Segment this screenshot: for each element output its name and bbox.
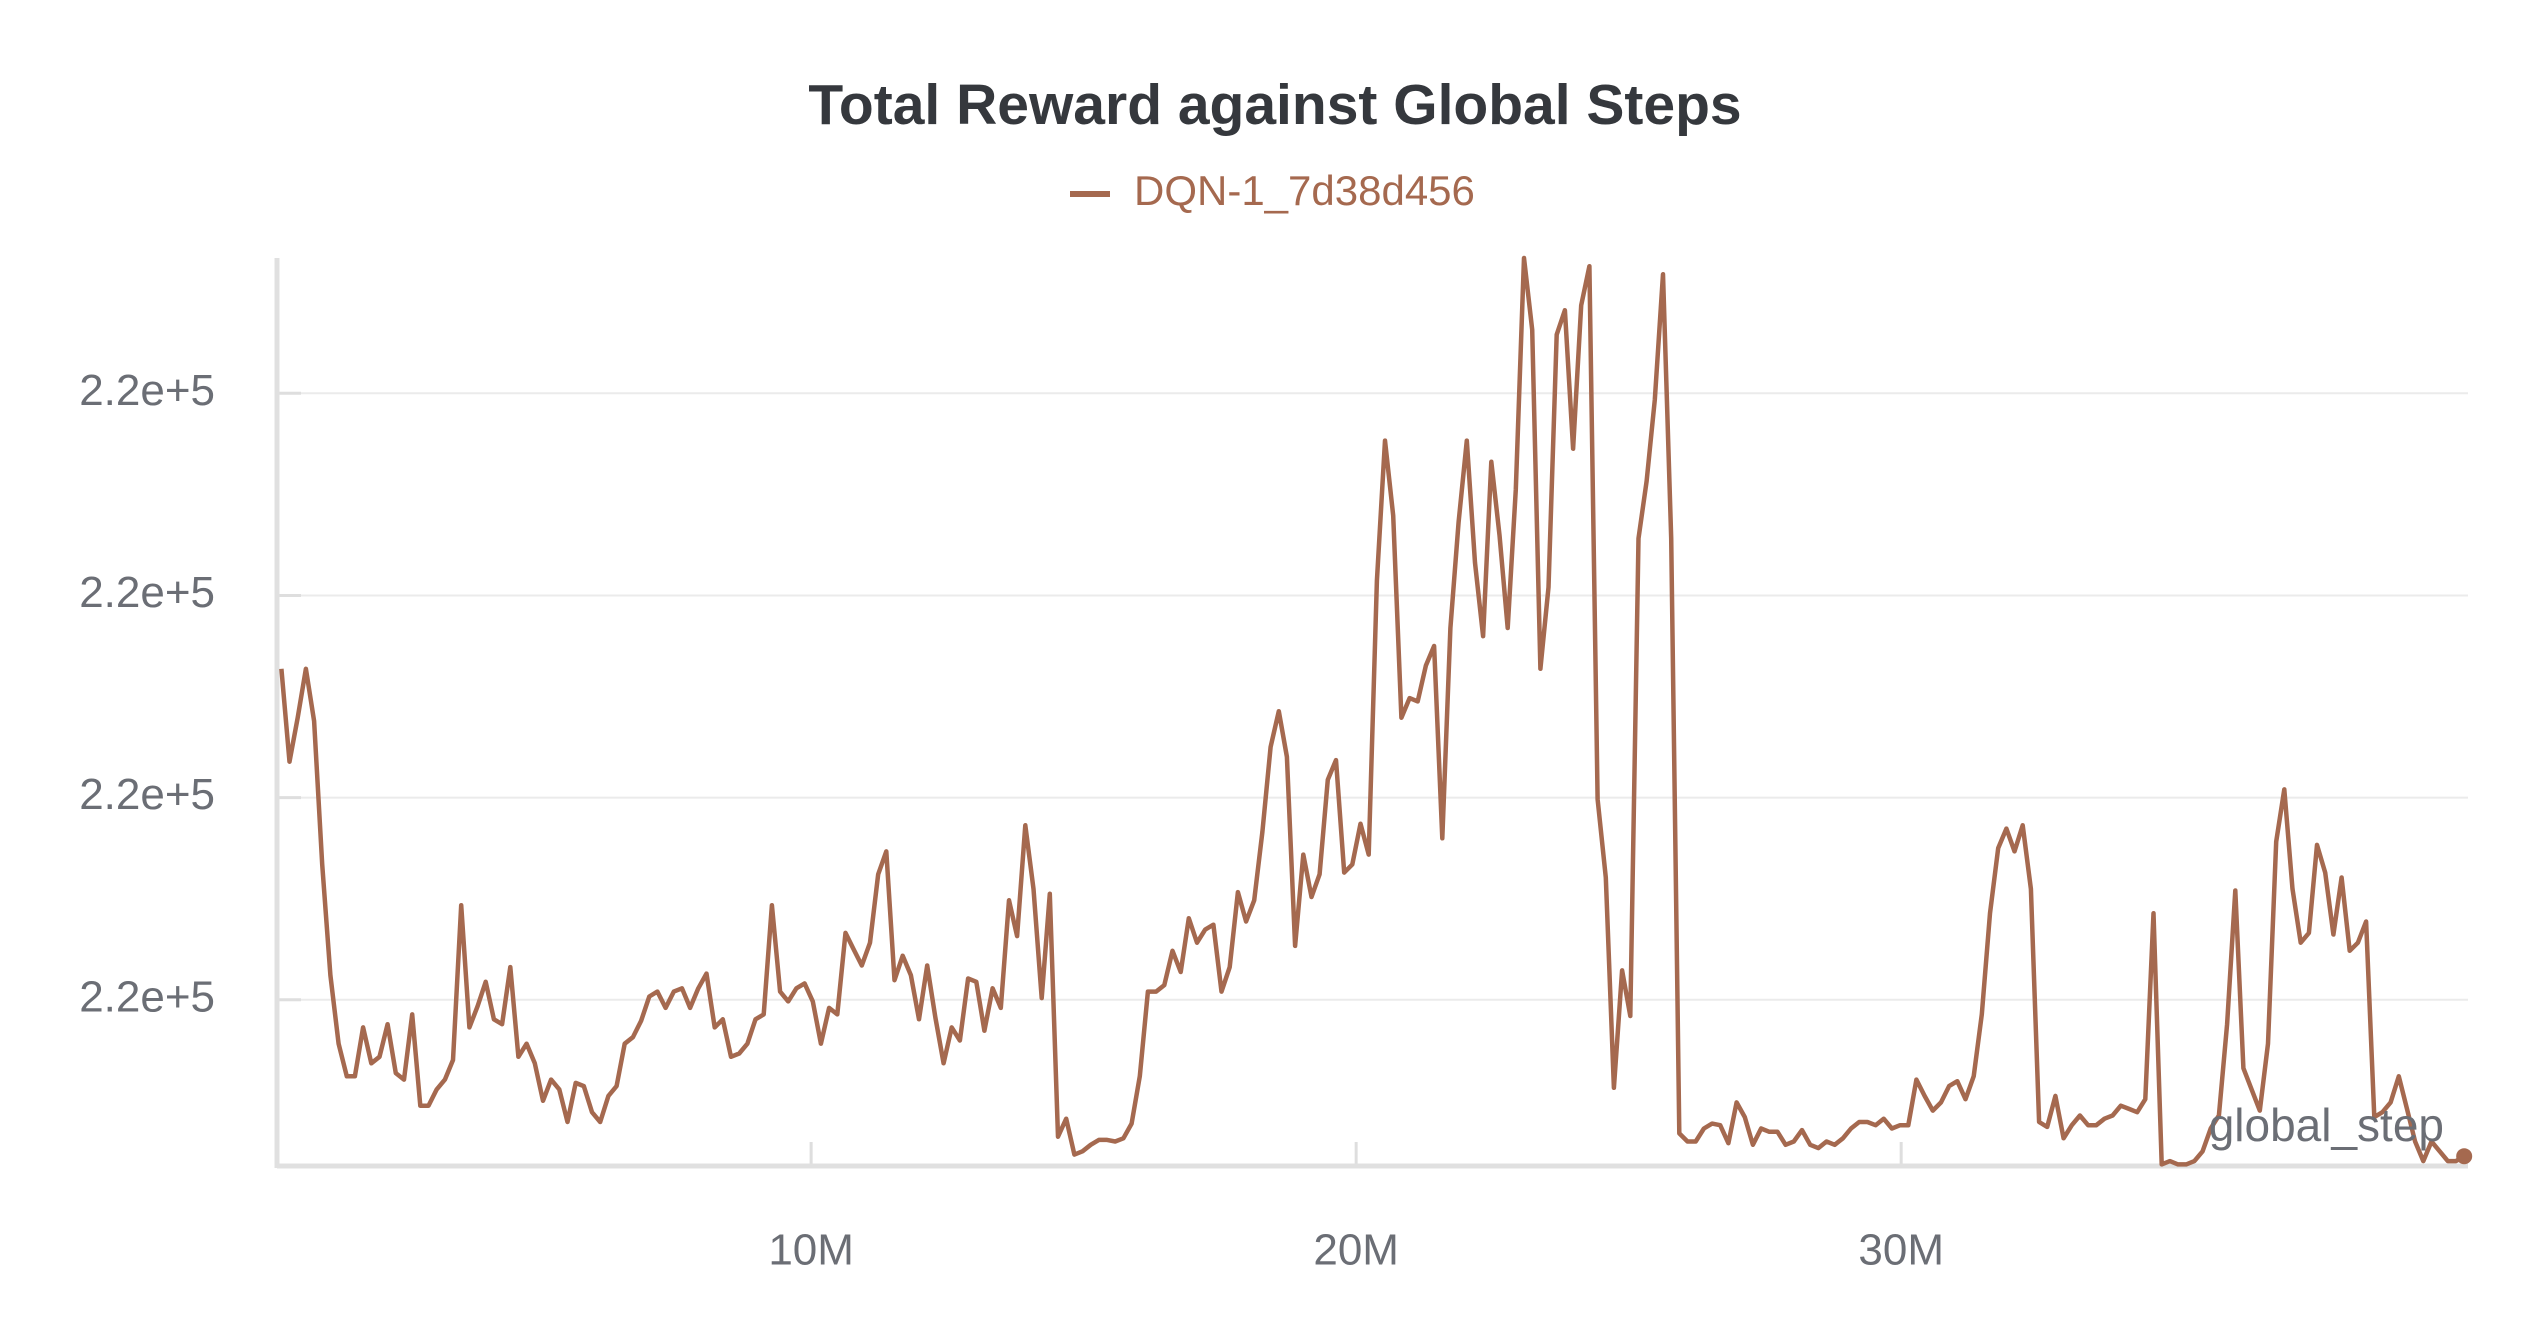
chart-title: Total Reward against Global Steps	[808, 73, 1741, 137]
data-line	[279, 255, 2466, 1167]
y-tick-label: 2.2e+5	[79, 972, 215, 1021]
y-tick-label: 2.2e+5	[79, 568, 215, 617]
x-tick-label: 10M	[768, 1226, 854, 1275]
legend-label: DQN-1_7d38d456	[1134, 167, 1475, 214]
y-tick-label: 2.2e+5	[79, 770, 215, 819]
x-tick-label: 30M	[1858, 1226, 1944, 1275]
x-axis-label: global_step	[2209, 1099, 2444, 1151]
end-dot	[2456, 1148, 2473, 1165]
y-tick-label: 2.2e+5	[79, 366, 215, 415]
x-tick-label: 20M	[1313, 1226, 1399, 1275]
